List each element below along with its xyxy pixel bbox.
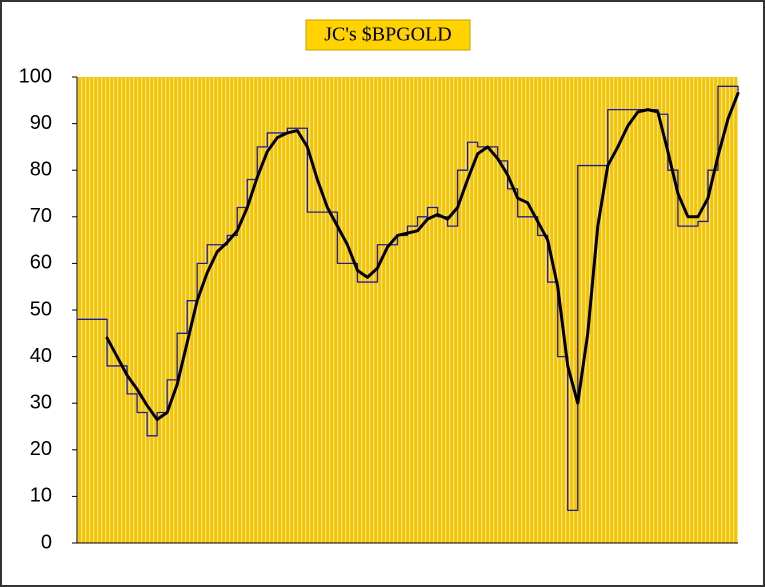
y-tick-label: 70 <box>30 205 52 227</box>
y-tick-label: 100 <box>19 65 52 87</box>
step-line <box>76 85 739 512</box>
y-tick-label: 50 <box>30 298 52 320</box>
y-tick-label: 10 <box>30 485 52 507</box>
chart-title: JC's $BPGOLD <box>324 24 452 46</box>
y-tick-label: 60 <box>30 252 52 274</box>
plot-area <box>77 77 738 543</box>
y-tick-label: 90 <box>30 112 52 134</box>
y-tick-label: 80 <box>30 158 52 180</box>
y-tick-label: 40 <box>30 345 52 367</box>
y-tick-label: 30 <box>30 391 52 413</box>
smooth-line <box>105 91 740 422</box>
y-tick-label: 0 <box>41 531 52 553</box>
y-tick-label: 20 <box>30 438 52 460</box>
title-box <box>305 19 471 51</box>
